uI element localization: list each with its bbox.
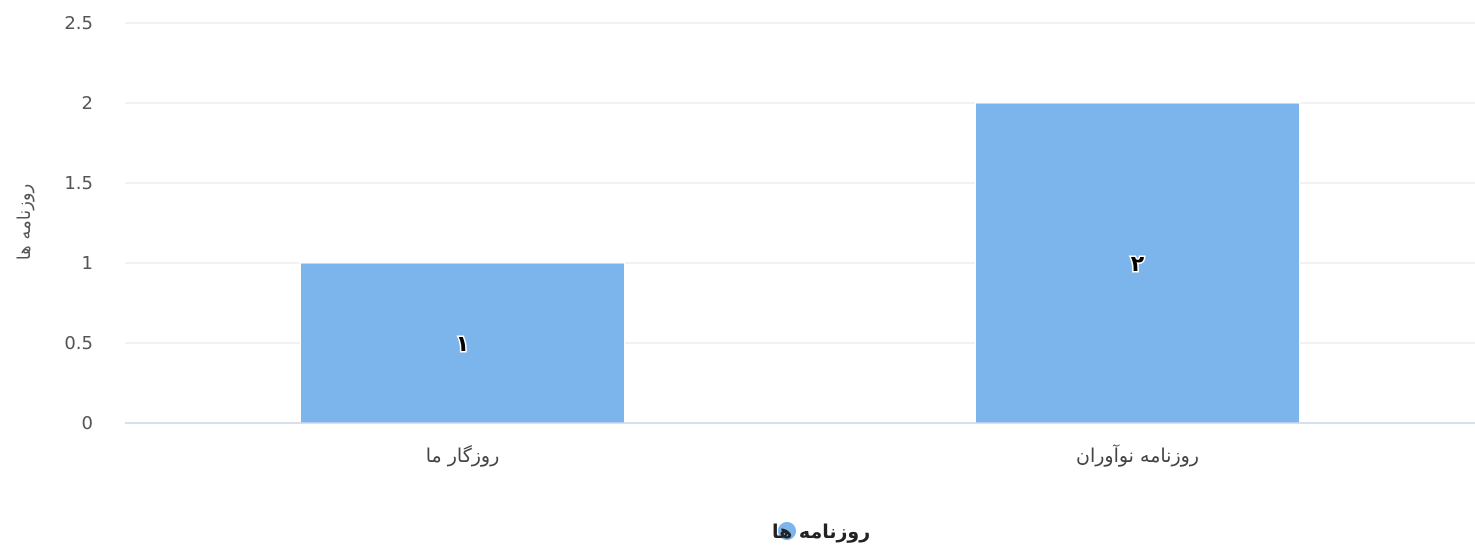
- y-axis-ticks: 0 0.5 1 1.5 2 2.5: [64, 13, 93, 434]
- bar[interactable]: [975, 102, 1300, 424]
- bar-data-label: ۲: [1131, 252, 1145, 277]
- y-axis-label: روزنامه ها: [14, 184, 35, 261]
- bars: ۱۲: [300, 102, 1300, 424]
- y-tick-label: 2: [82, 93, 93, 114]
- x-axis-categories: روزگار ما روزنامه نوآوران: [426, 443, 1199, 467]
- legend-label: روزنامه ها: [772, 521, 870, 543]
- bar-data-label: ۱: [456, 332, 469, 357]
- x-category-label: روزگار ما: [426, 444, 500, 467]
- y-tick-label: 2.5: [64, 13, 93, 34]
- bar[interactable]: [300, 262, 625, 424]
- y-tick-label: 0.5: [64, 333, 93, 354]
- y-tick-label: 1: [82, 253, 93, 274]
- y-tick-label: 0: [82, 413, 93, 434]
- legend-marker-icon: [778, 522, 796, 540]
- x-category-label: روزنامه نوآوران: [1076, 443, 1199, 467]
- y-tick-label: 1.5: [64, 173, 93, 194]
- legend[interactable]: روزنامه ها: [772, 521, 870, 543]
